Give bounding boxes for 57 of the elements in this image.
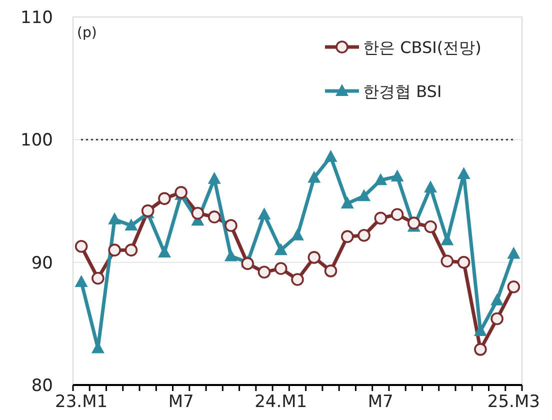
point [124, 218, 138, 231]
point [224, 219, 238, 232]
point [224, 249, 238, 262]
point [358, 228, 370, 242]
point [324, 264, 338, 278]
y-tick-label: 100 [20, 130, 53, 151]
legend-label: 한은 CBSI(전망) [363, 38, 482, 57]
point [440, 233, 454, 246]
x-tick-label: M7 [368, 392, 394, 412]
point [408, 216, 420, 230]
point [274, 243, 288, 256]
point [124, 244, 138, 256]
point [108, 212, 122, 224]
y-tick-label: 110 [20, 8, 53, 28]
x-tick-label: 23.M1 [55, 392, 108, 412]
point [440, 254, 454, 268]
point [308, 170, 321, 183]
point [274, 262, 288, 275]
point [424, 180, 438, 193]
x-tick-label: M7 [168, 392, 194, 412]
point [490, 293, 504, 306]
point [457, 167, 470, 180]
point [507, 246, 520, 259]
point [74, 240, 88, 253]
point [191, 206, 204, 220]
point [324, 150, 338, 162]
point [291, 273, 304, 286]
point [390, 208, 404, 221]
x-tick-label: 24.M1 [254, 392, 308, 412]
point [374, 173, 388, 186]
point [92, 272, 104, 285]
point [308, 251, 321, 264]
y-tick-label: 80 [31, 376, 53, 396]
point [340, 230, 354, 243]
point [241, 257, 254, 270]
y-axis-title: (p) [77, 25, 97, 41]
legend-label: 한경협 BSI [363, 82, 442, 101]
point [208, 172, 221, 184]
point [424, 220, 437, 234]
point [108, 244, 121, 256]
point [474, 343, 487, 356]
point [457, 256, 470, 269]
point [208, 210, 221, 224]
y-tick-label: 90 [31, 253, 53, 274]
point [390, 169, 404, 182]
point [291, 228, 304, 240]
point [340, 196, 354, 208]
point [258, 207, 271, 220]
x-tick-label: 25.M3 [487, 392, 540, 412]
point [374, 212, 388, 225]
point [158, 192, 171, 205]
point [507, 280, 520, 294]
point [358, 189, 371, 202]
point [158, 246, 171, 258]
point [258, 266, 271, 279]
point [490, 312, 504, 326]
point [74, 274, 88, 287]
